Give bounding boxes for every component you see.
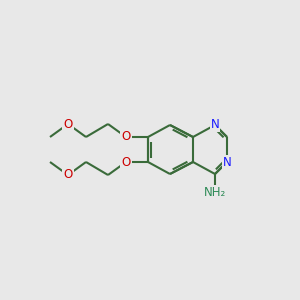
Text: O: O: [122, 155, 130, 169]
Text: N: N: [211, 118, 219, 131]
Text: NH₂: NH₂: [204, 185, 226, 199]
Text: O: O: [63, 169, 73, 182]
Text: N: N: [223, 155, 231, 169]
Text: O: O: [63, 118, 73, 130]
Text: O: O: [122, 130, 130, 143]
